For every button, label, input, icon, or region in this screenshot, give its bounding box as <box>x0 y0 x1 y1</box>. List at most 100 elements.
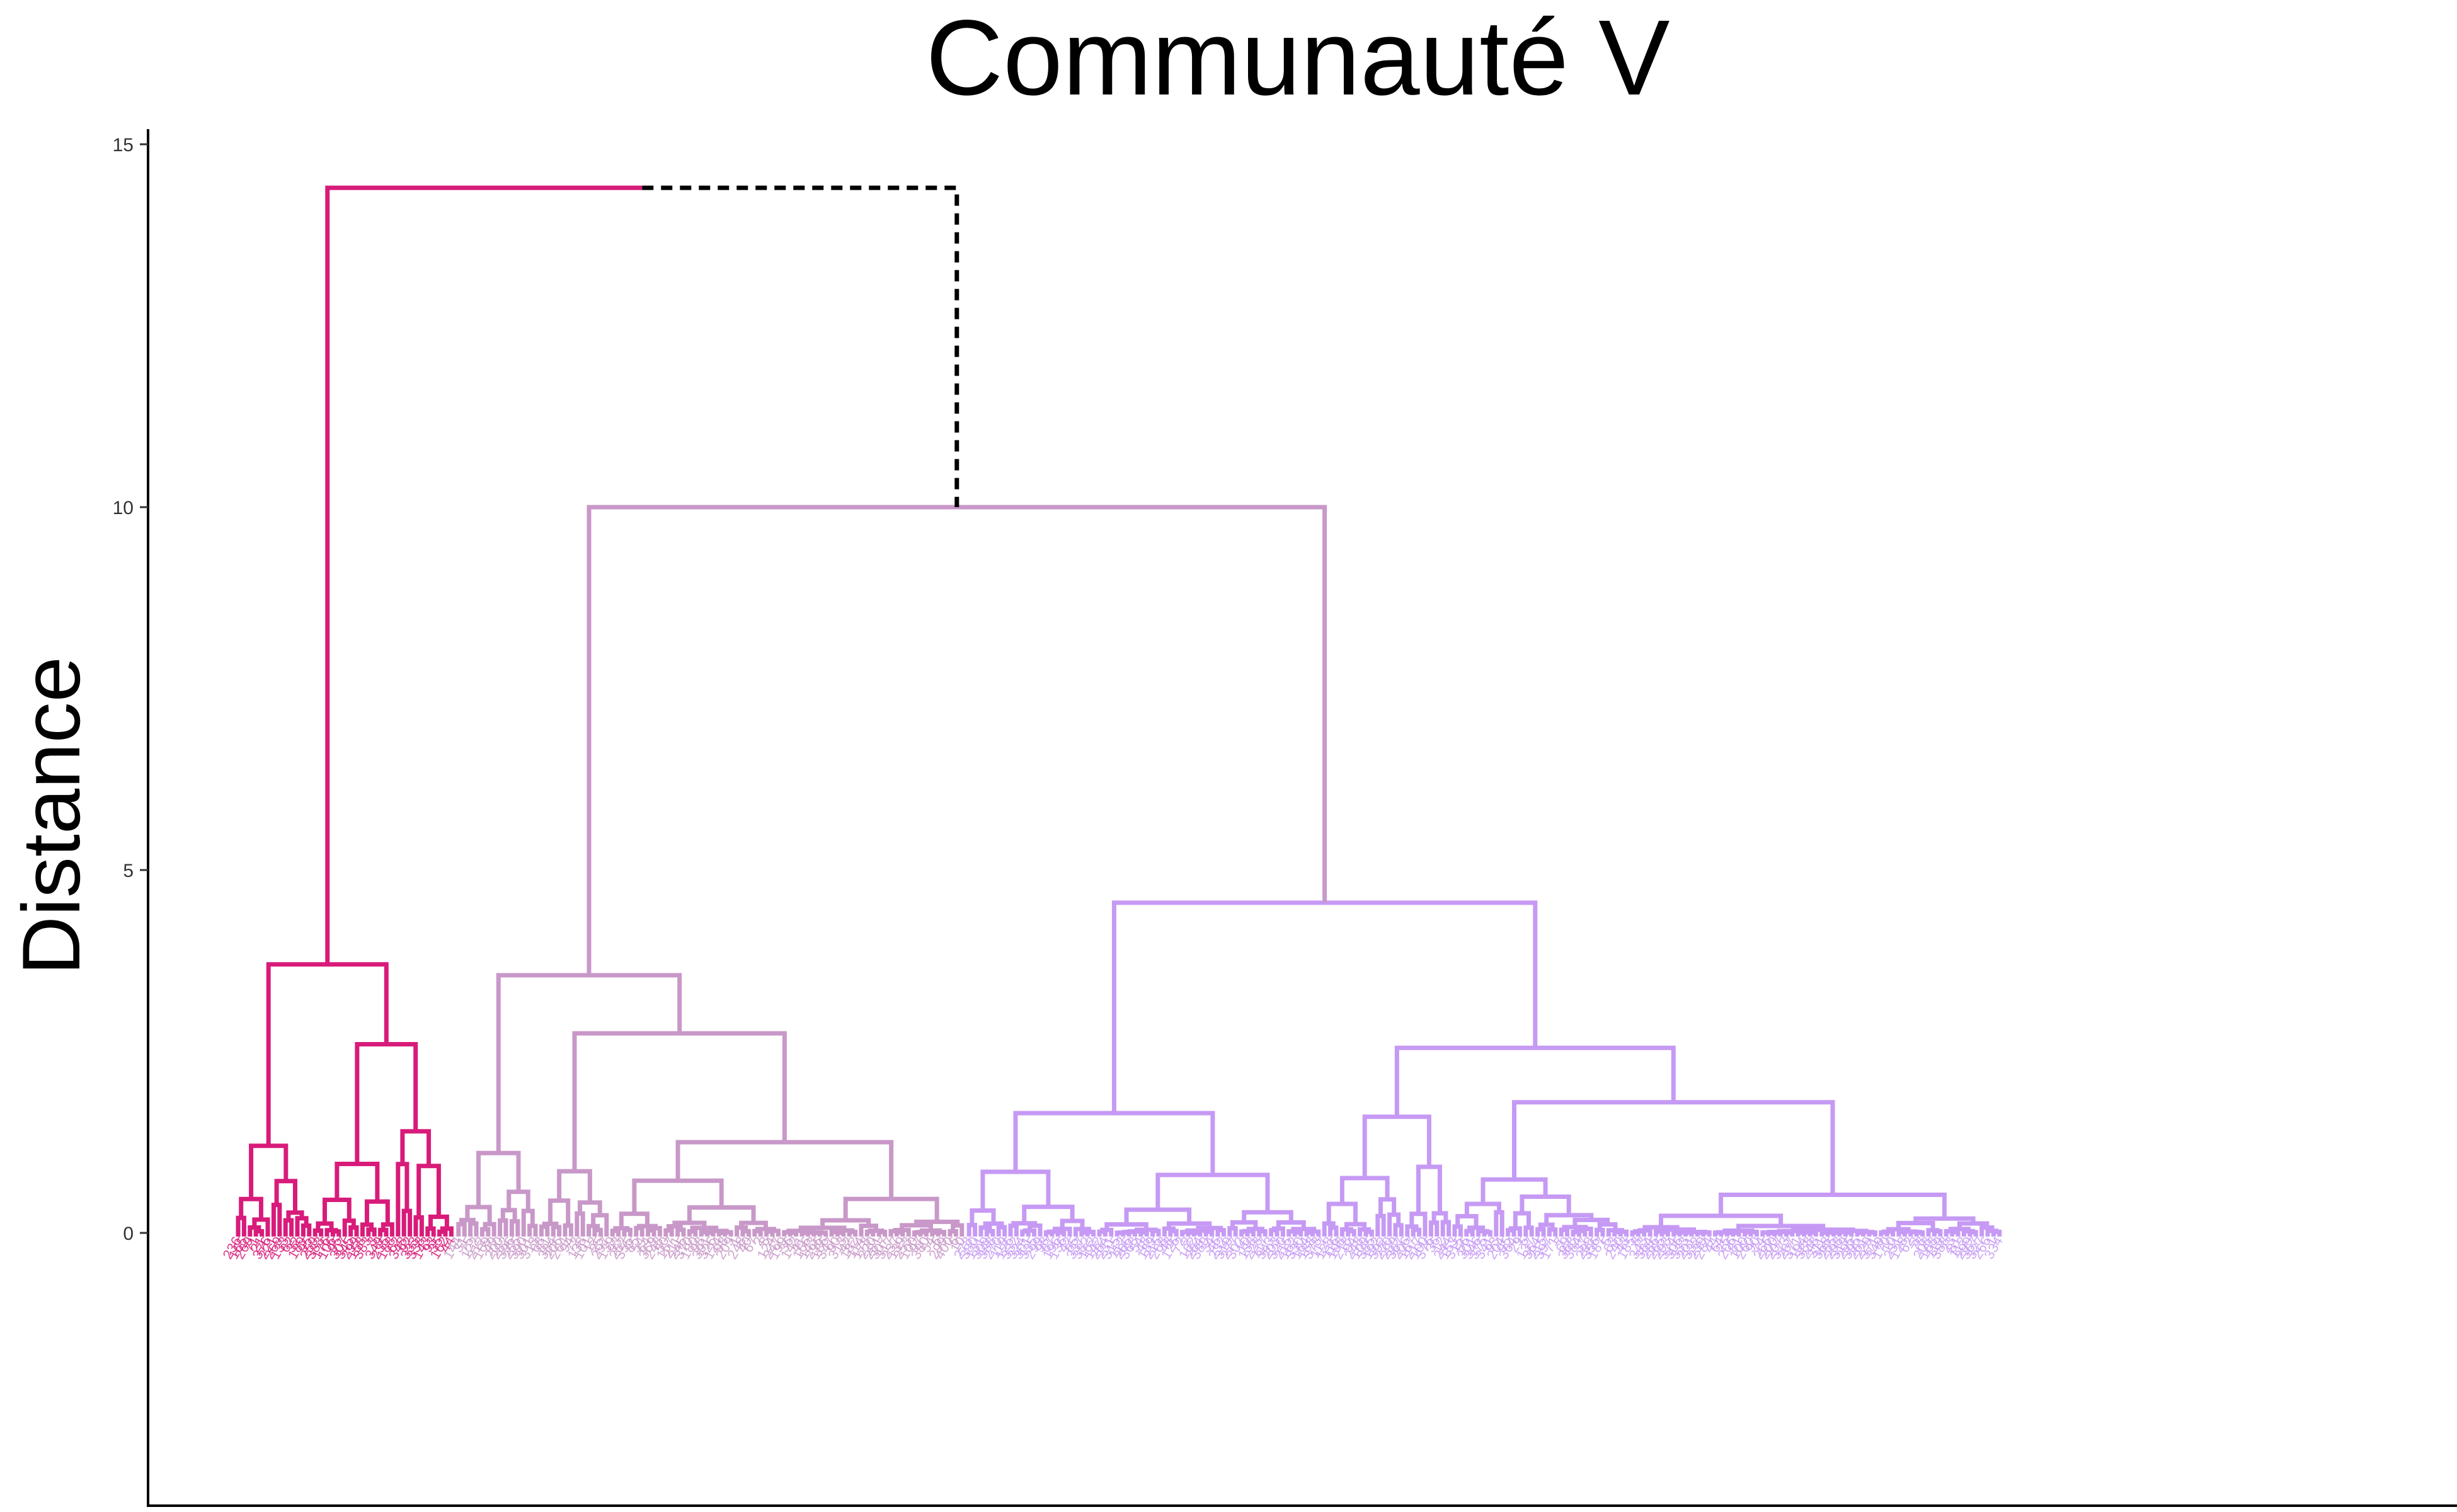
dendrogram-link <box>1215 1228 1226 1233</box>
dendrogram-link <box>1358 1227 1372 1233</box>
dendrogram-link <box>752 1228 763 1234</box>
dendrogram-link <box>1168 1228 1179 1234</box>
dendrogram-link <box>1896 1220 1935 1230</box>
chart-title: Communauté V <box>925 0 1670 118</box>
dendrogram-link <box>1476 1228 1490 1234</box>
dendrogram-link <box>1547 1227 1558 1233</box>
dendrogram-link <box>1452 1224 1463 1233</box>
dendrogram-link <box>483 1222 496 1233</box>
dendrogram-link <box>1544 1213 1594 1225</box>
dendrogram-link <box>364 1199 390 1225</box>
y-axis-ticks: 0 5 10 15 <box>113 135 148 1244</box>
y-tick-label: 5 <box>123 861 134 881</box>
dendrogram-link <box>355 1041 418 1164</box>
dendrogram-link <box>1464 1228 1475 1234</box>
dendrogram-link <box>1242 1210 1293 1223</box>
dendrogram-link <box>324 1228 338 1233</box>
dendrogram-link <box>253 1228 265 1234</box>
dendrogram-link <box>348 1225 359 1233</box>
dendrogram-link <box>1886 1227 1911 1232</box>
dendrogram-link <box>966 1223 978 1233</box>
dendrogram-link <box>1512 1100 1835 1195</box>
dendrogram-link <box>249 1143 289 1200</box>
y-tick-label: 0 <box>123 1223 134 1244</box>
dendrogram-link <box>468 1221 479 1233</box>
y-tick-label: 10 <box>113 498 134 518</box>
dendrogram-link <box>1494 1210 1504 1233</box>
dendrogram-link <box>663 1228 674 1233</box>
dendrogram-link <box>1944 1228 1957 1234</box>
cluster-2-link <box>496 973 682 1154</box>
dendrogram-link <box>507 1189 530 1211</box>
dendrogram-link <box>613 1226 630 1231</box>
dendrogram-link <box>1722 1228 1755 1234</box>
cluster-3-link <box>1111 900 1538 1113</box>
dendrogram-link <box>687 1229 698 1234</box>
dendrogram-link <box>1882 1229 1896 1234</box>
dendrogram-link <box>1286 1229 1300 1234</box>
dendrogram-link <box>548 1198 571 1226</box>
dendrogram-link <box>687 1205 756 1223</box>
dendrogram-link <box>675 1140 894 1200</box>
dendrogram-link <box>632 1178 724 1214</box>
dendrogram-link <box>1658 1227 1697 1232</box>
dendrogram-link <box>984 1228 995 1234</box>
dendrogram-link <box>1276 1220 1306 1229</box>
dendrogram-branches <box>236 185 2002 1237</box>
dendrogram-link <box>248 1225 261 1233</box>
dendrogram-link <box>1523 1225 1534 1233</box>
dendrogram-link <box>820 1218 871 1228</box>
dendrogram-link <box>236 1215 246 1233</box>
dendrogram-link <box>401 1208 413 1233</box>
dendrogram-link <box>1520 1194 1571 1215</box>
dendrogram-link <box>1985 1228 1999 1234</box>
dendrogram-link <box>360 1222 374 1233</box>
dendrogram-link <box>1028 1223 1043 1233</box>
dendrogram-link <box>563 1223 573 1233</box>
dendrogram-link <box>437 1229 448 1234</box>
dendrogram-link <box>252 1217 270 1233</box>
y-axis-label: Distance <box>5 656 97 975</box>
dendrogram-link <box>557 1169 592 1203</box>
dendrogram-link <box>498 1218 508 1233</box>
dendrogram-link <box>767 1228 781 1234</box>
dendrogram-link <box>914 1219 960 1226</box>
dendrogram-link <box>1405 1224 1419 1233</box>
dendrogram-link <box>1574 1228 1588 1234</box>
dendrogram-link <box>527 1223 538 1233</box>
dendrogram-link <box>1271 1226 1285 1233</box>
root-link-solid <box>325 185 643 965</box>
dendrogram-link <box>1104 1222 1148 1230</box>
dendrogram-link <box>1394 1045 1676 1117</box>
dendrogram-link <box>1227 1226 1238 1233</box>
dendrogram-link <box>1378 1197 1397 1217</box>
dendrogram-link <box>1559 1227 1570 1233</box>
dendrogram-link <box>416 1164 441 1218</box>
y-tick-label: 15 <box>113 135 134 156</box>
dendrogram-link <box>786 1228 816 1234</box>
dendrogram-link <box>1411 1227 1422 1233</box>
dendrogram-link <box>1538 1222 1555 1230</box>
dendrogram-link <box>539 1224 550 1233</box>
dendrogram-link <box>1790 1227 1855 1232</box>
dendrogram-link <box>542 1222 559 1227</box>
dendrogram-link <box>316 1221 334 1231</box>
dendrogram-link <box>509 1219 520 1233</box>
dendrogram-link <box>378 1227 389 1233</box>
dendrogram-link <box>335 1162 380 1202</box>
dendrogram-link <box>283 1218 294 1233</box>
dendrogram-link <box>1467 1225 1486 1232</box>
dendrogram-link <box>739 1220 768 1229</box>
dendrogram-link <box>637 1223 658 1228</box>
dendrogram-link <box>978 1225 992 1233</box>
dendrogram-link <box>500 1208 517 1222</box>
dendrogram-link <box>833 1228 855 1233</box>
dendrogram-link <box>740 1228 751 1234</box>
dendrogram-link <box>271 1203 282 1233</box>
dendrogram-link <box>1363 1229 1374 1234</box>
dendrogram-link <box>425 1226 436 1233</box>
dendrogram-link <box>868 1228 885 1233</box>
dendrogram-link <box>893 1228 911 1233</box>
dendrogram-link <box>1961 1228 1975 1234</box>
dendrogram-link <box>1185 1228 1211 1233</box>
